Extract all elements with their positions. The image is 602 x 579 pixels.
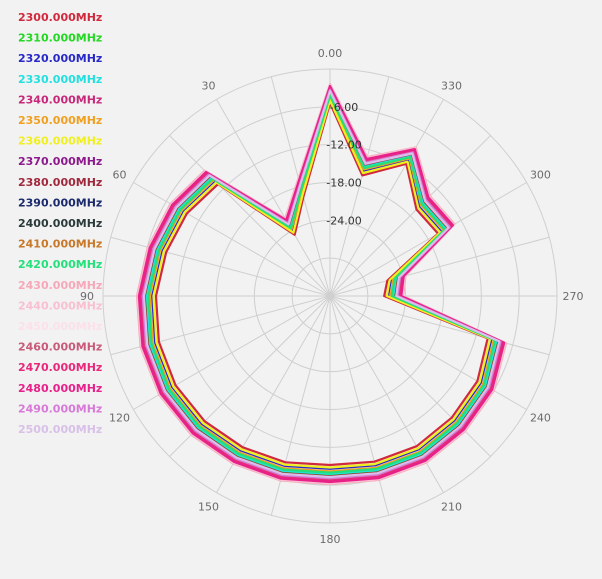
- legend: 2300.000MHz 2310.000MHz 2320.000MHz 2330.00…: [18, 11, 102, 436]
- series-line: [136, 83, 507, 485]
- legend-entry: 2370.000MHz: [18, 155, 102, 168]
- series-layer: [135, 82, 508, 485]
- radial-tick-label: -6.00: [330, 101, 358, 114]
- angle-tick-label: 330: [441, 80, 462, 93]
- grid-spoke: [329, 295, 491, 457]
- legend-entry: 2360.000MHz: [18, 135, 102, 148]
- angle-tick-label: 180: [320, 533, 341, 546]
- legend-entry: 2320.000MHz: [18, 52, 102, 65]
- legend-entry: 2350.000MHz: [18, 114, 102, 127]
- grid-spoke: [329, 236, 550, 297]
- radial-labels: -6.00 -12.00 -18.00 -24.00: [326, 101, 361, 227]
- series-line: [146, 93, 498, 475]
- legend-entry: 2410.000MHz: [18, 238, 102, 251]
- legend-entry: 2430.000MHz: [18, 279, 102, 292]
- series-line: [137, 84, 506, 484]
- legend-entry: 2500.000MHz: [18, 423, 102, 436]
- legend-entry: 2450.000MHz: [18, 320, 102, 333]
- series-line: [142, 89, 501, 479]
- angle-tick-label: 210: [441, 500, 462, 513]
- legend-entry: 2330.000MHz: [18, 73, 102, 86]
- legend-entry: 2310.000MHz: [18, 32, 102, 45]
- series-line: [141, 88, 502, 480]
- legend-entry: 2480.000MHz: [18, 382, 102, 395]
- angle-tick-label: 270: [563, 290, 584, 303]
- legend-entry: 2400.000MHz: [18, 217, 102, 230]
- grid-spoke: [216, 99, 331, 297]
- legend-entry: 2440.000MHz: [18, 299, 102, 312]
- angle-tick-label: 120: [109, 412, 130, 425]
- angle-tick-label: 300: [530, 169, 551, 182]
- radial-tick-label: -12.00: [326, 139, 361, 152]
- legend-entry: 2380.000MHz: [18, 176, 102, 189]
- polar-grid: [102, 68, 558, 524]
- series-line: [148, 95, 495, 473]
- grid-spoke: [329, 135, 491, 297]
- series-line: [142, 89, 501, 479]
- grid-spoke: [329, 76, 390, 297]
- angle-tick-label: 150: [198, 500, 219, 513]
- grid-spoke: [329, 99, 444, 297]
- series-line: [152, 99, 492, 469]
- grid-spoke: [133, 182, 331, 297]
- legend-entry: 2470.000MHz: [18, 361, 102, 374]
- grid-spoke: [169, 135, 331, 297]
- angle-tick-label: 0.00: [318, 47, 343, 60]
- series-line: [147, 94, 497, 474]
- grid-spoke: [329, 295, 550, 356]
- legend-entry: 2460.000MHz: [18, 341, 102, 354]
- series-line: [151, 98, 493, 470]
- legend-entry: 2340.000MHz: [18, 93, 102, 106]
- angle-tick-label: 90: [80, 290, 94, 303]
- radial-tick-label: -24.00: [326, 214, 361, 227]
- angle-tick-label: 60: [113, 169, 127, 182]
- legend-entry: 2300.000MHz: [18, 11, 102, 24]
- legend-entry: 2390.000MHz: [18, 196, 102, 209]
- legend-entry: 2420.000MHz: [18, 258, 102, 271]
- angle-tick-label: 240: [530, 412, 551, 425]
- series-line: [154, 101, 489, 467]
- legend-entry: 2490.000MHz: [18, 402, 102, 415]
- radial-tick-label: -18.00: [326, 177, 361, 190]
- angle-tick-label: 30: [202, 80, 216, 93]
- angle-labels: 0.00 330 300 270 240 210 180 150 120 90 60 30: [80, 47, 584, 546]
- grid-spoke: [329, 182, 527, 297]
